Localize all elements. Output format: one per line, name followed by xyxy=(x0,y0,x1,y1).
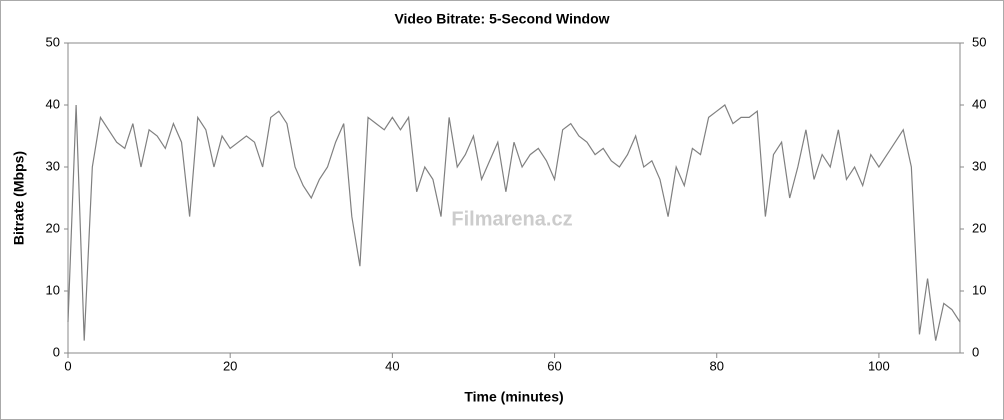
y2-tick-label: 40 xyxy=(972,96,986,111)
y2-tick-label: 50 xyxy=(972,34,986,49)
y2-tick-label: 30 xyxy=(972,158,986,173)
y-tick-label: 40 xyxy=(46,96,60,111)
x-tick-label: 20 xyxy=(223,358,237,373)
y2-tick-label: 10 xyxy=(972,282,986,297)
x-tick-label: 100 xyxy=(868,358,890,373)
y2-tick-label: 20 xyxy=(972,220,986,235)
x-axis-label: Time (minutes) xyxy=(464,389,563,405)
y-tick-label: 10 xyxy=(46,282,60,297)
data-line xyxy=(67,104,961,341)
y-tick-label: 20 xyxy=(46,220,60,235)
y2-tick-label: 0 xyxy=(972,344,979,359)
y-tick-label: 0 xyxy=(53,344,60,359)
y-axis-label: Bitrate (Mbps) xyxy=(11,151,27,245)
x-tick-label: 0 xyxy=(64,358,71,373)
x-tick-label: 60 xyxy=(547,358,561,373)
chart-title: Video Bitrate: 5-Second Window xyxy=(394,11,609,27)
y-tick-label: 50 xyxy=(46,34,60,49)
y-tick-label: 30 xyxy=(46,158,60,173)
plot-area xyxy=(67,42,961,354)
x-tick-label: 40 xyxy=(385,358,399,373)
x-tick-label: 80 xyxy=(709,358,723,373)
watermark: Filmarena.cz xyxy=(451,208,572,230)
